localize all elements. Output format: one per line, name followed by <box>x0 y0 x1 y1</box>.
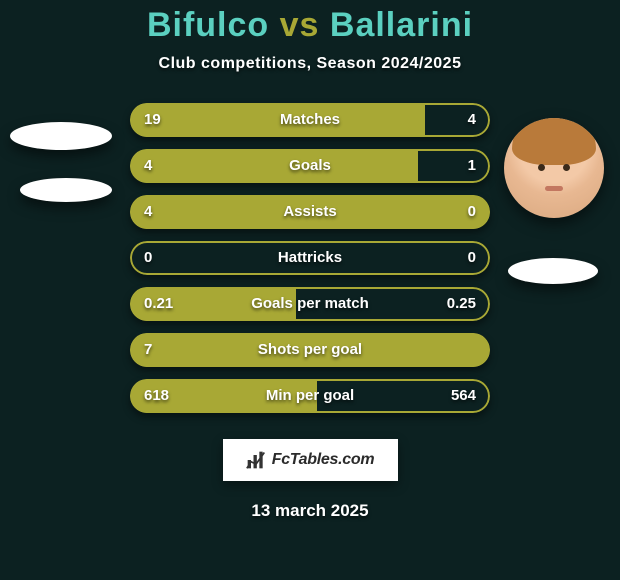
title-vs: vs <box>280 6 320 44</box>
page-title: Bifulco vs Ballarini <box>147 6 473 45</box>
stat-row: 0.21Goals per match0.25 <box>130 287 490 321</box>
logo-text: FcTables.com <box>272 451 375 469</box>
stat-label: Min per goal <box>130 379 490 413</box>
bar-chart-icon <box>246 450 266 470</box>
stat-right-value: 0 <box>468 195 476 229</box>
stat-right-value: 0 <box>468 241 476 275</box>
stat-label: Matches <box>130 103 490 137</box>
comparison-card: Bifulco vs Ballarini Club competitions, … <box>0 0 620 580</box>
stat-row: 618Min per goal564 <box>130 379 490 413</box>
stat-label: Assists <box>130 195 490 229</box>
stat-row: 19Matches4 <box>130 103 490 137</box>
stat-row: 0Hattricks0 <box>130 241 490 275</box>
stat-right-value: 564 <box>451 379 476 413</box>
stat-label: Hattricks <box>130 241 490 275</box>
player2-face-icon <box>504 118 604 218</box>
stat-right-value: 1 <box>468 149 476 183</box>
stat-label: Shots per goal <box>130 333 490 367</box>
subtitle: Club competitions, Season 2024/2025 <box>159 55 462 73</box>
player2-avatar <box>504 118 604 218</box>
title-player2: Ballarini <box>330 6 473 44</box>
date-label: 13 march 2025 <box>251 501 368 521</box>
title-player1: Bifulco <box>147 6 269 44</box>
stat-label: Goals <box>130 149 490 183</box>
stat-row: 4Assists0 <box>130 195 490 229</box>
source-logo: FcTables.com <box>223 439 398 481</box>
stat-right-value: 4 <box>468 103 476 137</box>
stat-right-value: 0.25 <box>447 287 476 321</box>
stat-row: 4Goals1 <box>130 149 490 183</box>
stat-row: 7Shots per goal <box>130 333 490 367</box>
stat-label: Goals per match <box>130 287 490 321</box>
